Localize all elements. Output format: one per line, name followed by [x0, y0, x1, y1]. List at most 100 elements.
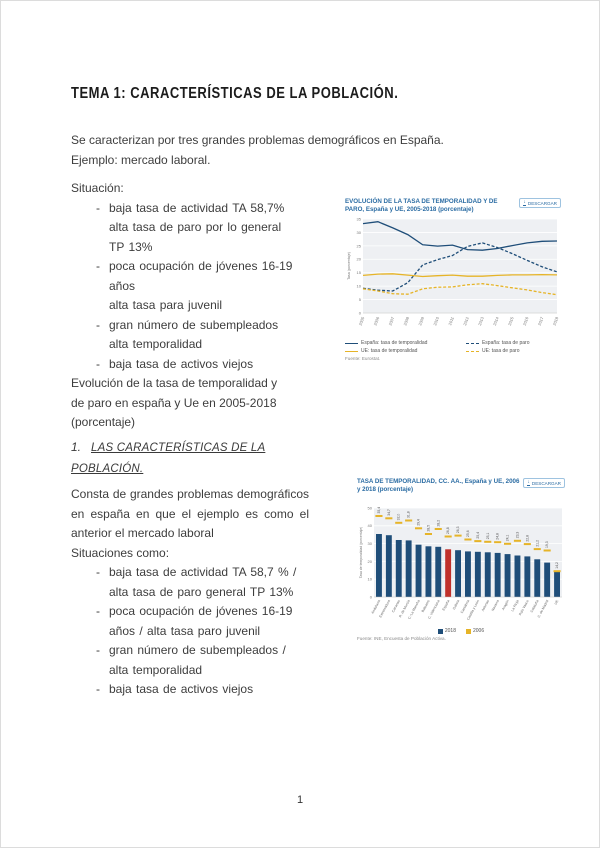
svg-text:50: 50 — [368, 505, 373, 510]
svg-text:2013: 2013 — [477, 315, 485, 326]
body-paragraph: Consta de grandes problemas demográficos… — [71, 487, 309, 540]
svg-text:30: 30 — [368, 541, 373, 546]
svg-text:22,8: 22,8 — [525, 535, 529, 542]
svg-text:0: 0 — [359, 310, 362, 315]
list-item: baja tasa de activos viejos — [71, 680, 323, 700]
svg-text:29,4: 29,4 — [417, 519, 421, 526]
svg-text:2014: 2014 — [492, 315, 500, 326]
legend-label: UE: tasa de temporalidad — [361, 348, 418, 354]
bullet-list-1: baja tasa de actividad TA 58,7% alta tas… — [71, 199, 323, 375]
line-chart-figure: EVOLUCIÓN DE LA TASA DE TEMPORALIDAD Y D… — [345, 198, 561, 361]
chart-caption: Evolución de la tasa de temporalidad y d… — [71, 376, 278, 429]
list-item: baja tasa de activos viejos — [71, 355, 323, 375]
svg-text:Tasa (porcentaje): Tasa (porcentaje) — [347, 252, 351, 280]
download-icon: ↓ — [523, 199, 526, 206]
page-number: 1 — [296, 794, 304, 806]
svg-text:2005: 2005 — [358, 315, 366, 326]
svg-text:34,7: 34,7 — [387, 509, 391, 516]
svg-text:2016: 2016 — [522, 315, 530, 326]
svg-text:0: 0 — [370, 594, 373, 599]
svg-text:24,8: 24,8 — [496, 533, 500, 540]
svg-text:Navarra: Navarra — [491, 599, 500, 612]
svg-text:La Rioja: La Rioja — [510, 599, 519, 612]
list-item: poca ocupación de jóvenes 16-19 años / a… — [71, 602, 323, 641]
svg-text:21,2: 21,2 — [535, 540, 539, 547]
line-chart-title: EVOLUCIÓN DE LA TASA DE TEMPORALIDAD Y D… — [345, 198, 498, 213]
square-sample-yellow — [466, 628, 471, 634]
download-button[interactable]: ↓ DESCARGAR — [523, 478, 565, 488]
legend-item: UE: tasa de temporalidad — [345, 348, 466, 354]
svg-text:26,8: 26,8 — [446, 527, 450, 534]
section-caracteristicas: 1. LAS CARACTERÍSTICAS DE LA POBLACIÓN. C… — [71, 438, 323, 700]
line-sample-solid-yellow — [345, 350, 358, 352]
svg-text:España: España — [441, 599, 450, 611]
svg-text:30: 30 — [357, 230, 362, 235]
svg-text:Cataluña: Cataluña — [530, 599, 540, 613]
svg-text:Aragón: Aragón — [501, 599, 510, 611]
svg-text:25,6: 25,6 — [466, 530, 470, 537]
line-sample-solid-blue — [345, 342, 358, 344]
svg-text:Asturias: Asturias — [481, 599, 490, 612]
svg-text:24,1: 24,1 — [506, 535, 510, 542]
download-label: DESCARGAR — [527, 200, 557, 206]
section-situacion: Situación: baja tasa de actividad TA 58,… — [71, 179, 323, 433]
download-button[interactable]: ↓ DESCARGAR — [519, 198, 561, 208]
svg-text:40: 40 — [368, 523, 373, 528]
svg-text:País Vasco: País Vasco — [518, 599, 530, 616]
svg-text:25: 25 — [357, 243, 362, 248]
svg-text:25,4: 25,4 — [476, 532, 480, 539]
svg-text:25,1: 25,1 — [486, 533, 490, 540]
svg-text:19,3: 19,3 — [545, 541, 549, 548]
svg-text:Galicia: Galicia — [452, 599, 460, 610]
situacion-label: Situación: — [71, 181, 124, 195]
svg-text:20: 20 — [357, 257, 362, 262]
legend-item: España: tasa de paro — [465, 340, 561, 346]
list-item: gran número de subempleados alta tempora… — [71, 316, 323, 355]
heading-number: 1. — [71, 440, 82, 454]
svg-text:2006: 2006 — [373, 315, 381, 326]
line-chart-plot: 0 5 10 15 20 25 30 35 2005 2006 2007 2008 2009 2010 20… — [347, 216, 560, 326]
section-heading-row: 1. LAS CARACTERÍSTICAS DE LA POBLACIÓN. — [71, 438, 323, 479]
line-chart-header: EVOLUCIÓN DE LA TASA DE TEMPORALIDAD Y D… — [345, 198, 561, 214]
chart-source: Fuente: INE, Encuesta de Población Activ… — [357, 636, 446, 641]
svg-text:2008: 2008 — [402, 315, 410, 326]
svg-text:2012: 2012 — [462, 315, 470, 326]
svg-text:Tasa de temporalidad (porcenta: Tasa de temporalidad (porcentaje) — [359, 527, 363, 578]
legend-item: 2018 — [437, 628, 456, 634]
chart-source: Fuente: Eurostat. — [345, 356, 381, 361]
legend-label: 2006 — [473, 628, 485, 634]
svg-text:23,3: 23,3 — [516, 532, 520, 539]
legend-label: España: tasa de temporalidad — [361, 340, 428, 346]
bar-chart-figure: TASA DE TEMPORALIDAD, CC. AA., España y … — [357, 478, 565, 641]
intro-paragraph: Se caracterizan por tres grandes problem… — [71, 133, 444, 167]
svg-text:31,8: 31,8 — [407, 511, 411, 518]
list-item: poca ocupación de jóvenes 16-19 años alt… — [71, 257, 323, 316]
section-heading: LAS CARACTERÍSTICAS DE LA POBLACIÓN. — [71, 442, 266, 475]
svg-text:35: 35 — [357, 216, 362, 221]
list-item: baja tasa de actividad TA 58,7% alta tas… — [71, 199, 323, 258]
svg-text:10: 10 — [357, 284, 362, 289]
legend-label: 2018 — [444, 628, 456, 634]
svg-text:35,4: 35,4 — [377, 507, 381, 514]
list-item: baja tasa de actividad TA 58,7 % / alta … — [71, 563, 323, 602]
svg-text:2010: 2010 — [432, 315, 440, 326]
line-sample-dashed-yellow — [465, 350, 479, 352]
legend-label: España: tasa de paro — [481, 340, 530, 346]
legend-item: 2006 — [466, 628, 484, 634]
svg-text:2018: 2018 — [552, 315, 560, 326]
svg-text:26,3: 26,3 — [456, 526, 460, 533]
svg-text:Andalucía: Andalucía — [370, 599, 381, 614]
svg-text:2009: 2009 — [417, 315, 425, 326]
bullet-list-2: baja tasa de actividad TA 58,7 % / alta … — [71, 563, 323, 700]
svg-text:28,5: 28,5 — [426, 525, 430, 532]
svg-text:32,0: 32,0 — [397, 514, 401, 521]
svg-text:Baleares: Baleares — [421, 599, 431, 613]
bar-chart-title: TASA DE TEMPORALIDAD, CC. AA., España y … — [357, 478, 520, 493]
legend-label: UE: tasa de paro — [481, 348, 520, 354]
line-chart-legend: España: tasa de temporalidad España: tas… — [345, 340, 561, 354]
situaciones-label: Situaciones como: — [71, 545, 170, 560]
square-sample-blue — [437, 628, 443, 634]
download-icon: ↓ — [527, 479, 530, 486]
